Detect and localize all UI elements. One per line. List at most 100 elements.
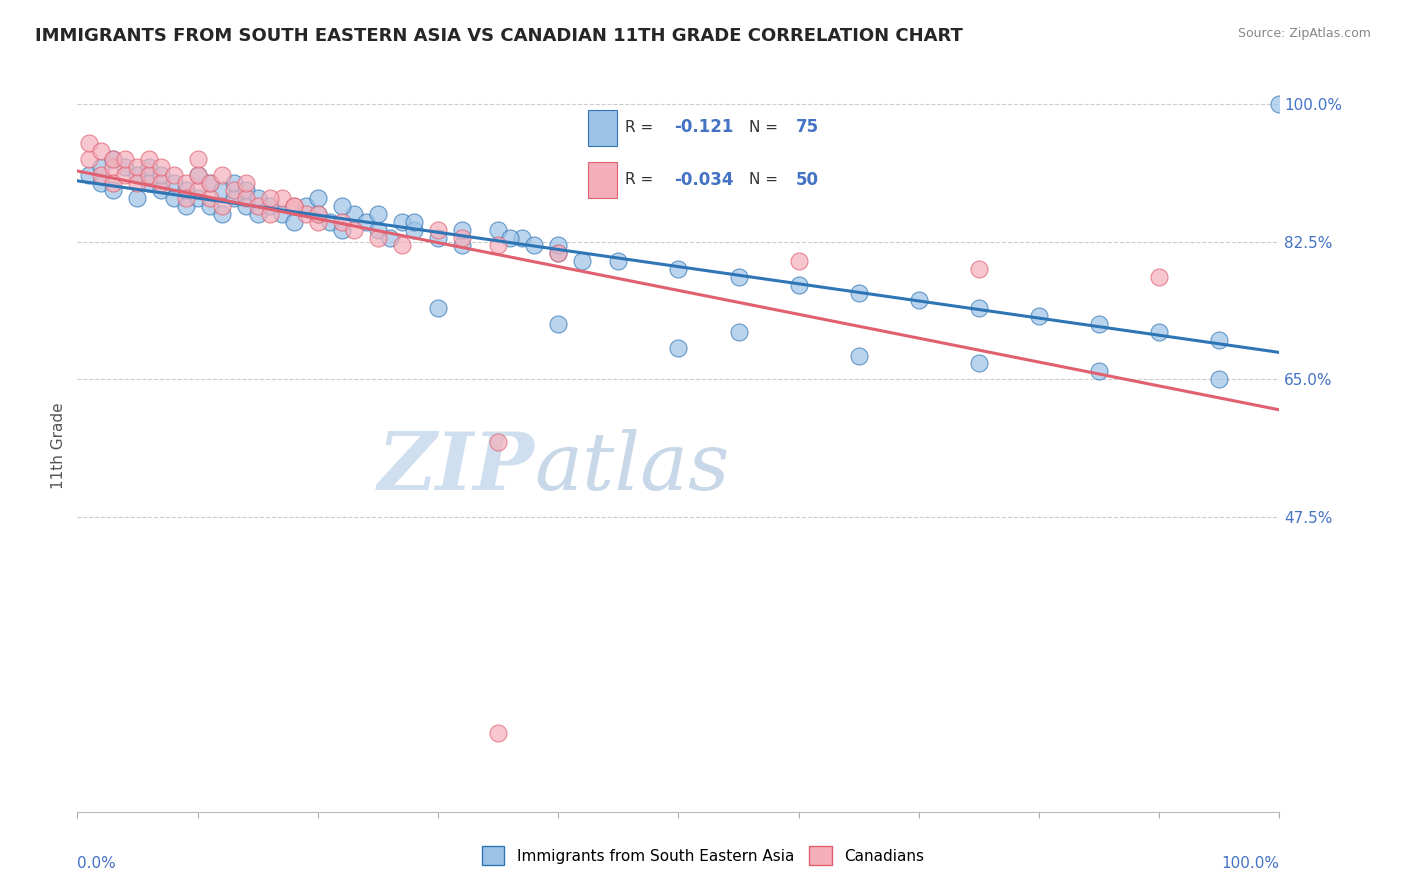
Point bbox=[150, 168, 173, 182]
Point bbox=[138, 160, 160, 174]
Point bbox=[174, 191, 197, 205]
Point bbox=[103, 152, 125, 166]
Point bbox=[138, 168, 160, 182]
Point bbox=[103, 183, 125, 197]
Legend: Immigrants from South Eastern Asia, Canadians: Immigrants from South Eastern Asia, Cana… bbox=[475, 840, 931, 871]
Text: 0.0%: 0.0% bbox=[77, 855, 117, 871]
Point bbox=[174, 183, 197, 197]
Point bbox=[174, 199, 197, 213]
Point bbox=[547, 238, 569, 252]
Point bbox=[343, 207, 366, 221]
Point bbox=[354, 215, 377, 229]
Point bbox=[90, 176, 112, 190]
Point bbox=[186, 183, 209, 197]
Text: ZIP: ZIP bbox=[377, 429, 534, 507]
Point bbox=[787, 277, 810, 292]
Point bbox=[787, 254, 810, 268]
Point bbox=[402, 223, 425, 237]
Point bbox=[162, 191, 184, 205]
Point bbox=[186, 168, 209, 182]
Point bbox=[294, 199, 316, 213]
Point bbox=[90, 160, 112, 174]
Point bbox=[330, 223, 353, 237]
Point bbox=[427, 223, 450, 237]
Text: atlas: atlas bbox=[534, 429, 730, 507]
Point bbox=[198, 176, 221, 190]
Point bbox=[174, 176, 197, 190]
Point bbox=[967, 262, 990, 277]
Point bbox=[486, 238, 509, 252]
Point bbox=[138, 176, 160, 190]
Point bbox=[668, 341, 690, 355]
Point bbox=[967, 301, 990, 316]
Point bbox=[848, 349, 870, 363]
Point bbox=[607, 254, 630, 268]
Point bbox=[103, 176, 125, 190]
Point bbox=[547, 317, 569, 331]
Point bbox=[79, 136, 101, 151]
Point bbox=[246, 207, 269, 221]
Point bbox=[283, 199, 305, 213]
Point bbox=[79, 168, 101, 182]
Point bbox=[343, 223, 366, 237]
Point bbox=[967, 356, 990, 370]
Point bbox=[451, 238, 474, 252]
Point bbox=[1088, 317, 1111, 331]
Point bbox=[222, 191, 245, 205]
Point bbox=[367, 230, 389, 244]
Point bbox=[1088, 364, 1111, 378]
Point bbox=[307, 191, 329, 205]
Point bbox=[427, 230, 450, 244]
Point bbox=[1208, 372, 1230, 386]
Point bbox=[486, 435, 509, 450]
Point bbox=[510, 230, 533, 244]
Point bbox=[235, 191, 257, 205]
Point bbox=[1149, 325, 1171, 339]
Point bbox=[451, 230, 474, 244]
Point bbox=[486, 726, 509, 740]
Point bbox=[294, 207, 316, 221]
Point bbox=[848, 285, 870, 300]
Point bbox=[283, 199, 305, 213]
Point bbox=[402, 215, 425, 229]
Point bbox=[547, 246, 569, 260]
Point bbox=[307, 207, 329, 221]
Point bbox=[211, 207, 233, 221]
Point bbox=[127, 160, 149, 174]
Point bbox=[451, 223, 474, 237]
Point bbox=[114, 160, 136, 174]
Point bbox=[378, 230, 401, 244]
Point bbox=[319, 215, 342, 229]
Point bbox=[270, 191, 292, 205]
Point bbox=[259, 207, 281, 221]
Point bbox=[162, 168, 184, 182]
Point bbox=[391, 238, 413, 252]
Point bbox=[90, 168, 112, 182]
Point bbox=[198, 199, 221, 213]
Point bbox=[186, 191, 209, 205]
Point bbox=[127, 176, 149, 190]
Point bbox=[246, 199, 269, 213]
Point bbox=[307, 215, 329, 229]
Point bbox=[330, 215, 353, 229]
Point bbox=[79, 152, 101, 166]
Point bbox=[127, 168, 149, 182]
Point bbox=[259, 191, 281, 205]
Point bbox=[547, 246, 569, 260]
Point bbox=[222, 176, 245, 190]
Point bbox=[668, 262, 690, 277]
Point bbox=[90, 144, 112, 158]
Point bbox=[162, 176, 184, 190]
Point bbox=[307, 207, 329, 221]
Text: Source: ZipAtlas.com: Source: ZipAtlas.com bbox=[1237, 27, 1371, 40]
Point bbox=[211, 183, 233, 197]
Point bbox=[1028, 310, 1050, 324]
Point bbox=[427, 301, 450, 316]
Point bbox=[114, 152, 136, 166]
Point bbox=[186, 152, 209, 166]
Point bbox=[367, 207, 389, 221]
Point bbox=[367, 223, 389, 237]
Point bbox=[330, 199, 353, 213]
Point bbox=[198, 176, 221, 190]
Point bbox=[486, 223, 509, 237]
